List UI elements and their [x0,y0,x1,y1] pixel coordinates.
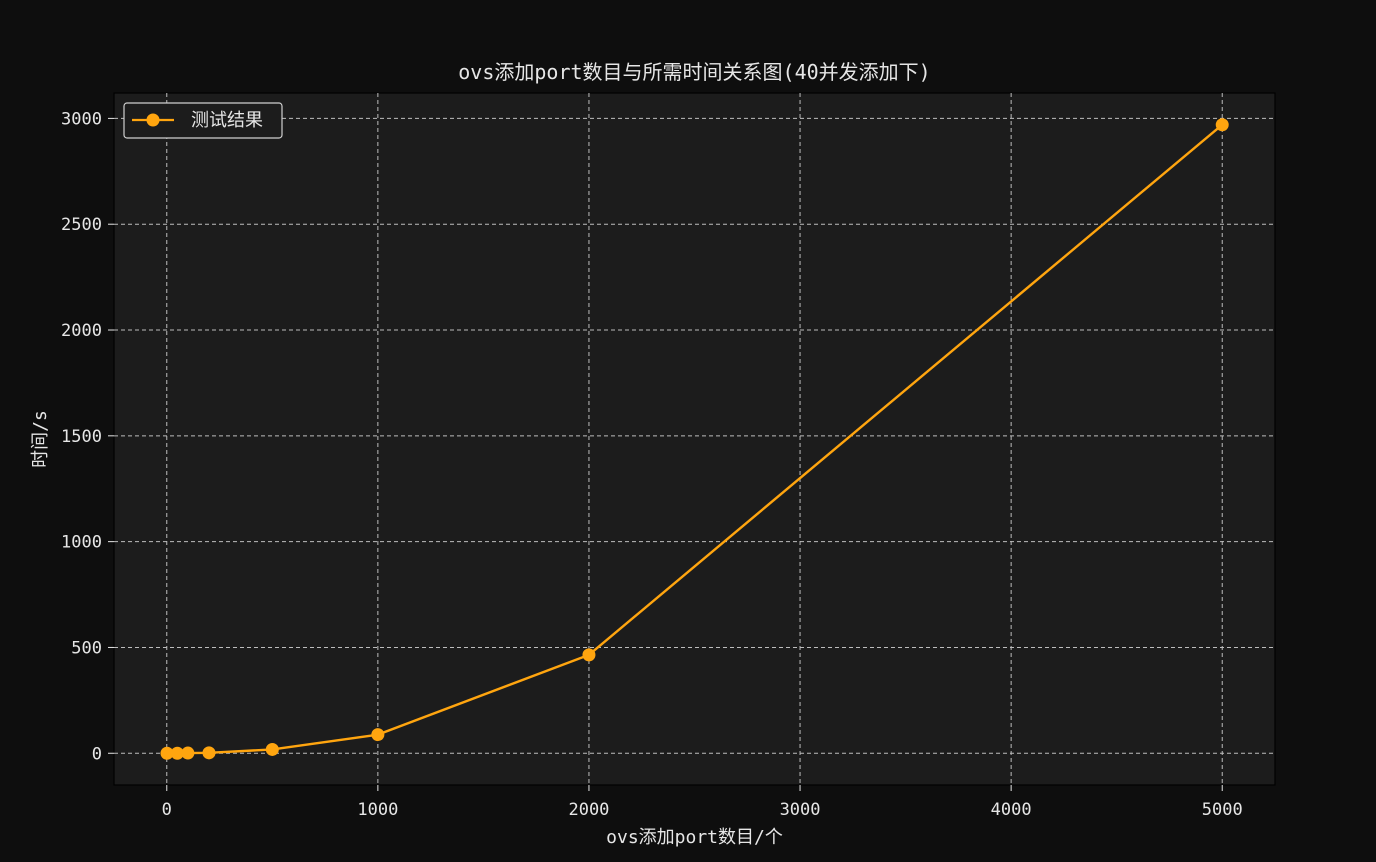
y-tick-label: 3000 [61,109,102,129]
data-point [265,742,279,756]
plot-area [113,92,1276,786]
y-tick-label: 1000 [61,533,102,553]
x-tick-label: 1000 [357,800,398,820]
x-tick-label: 3000 [780,800,821,820]
legend-marker [146,113,160,127]
x-tick-label: 2000 [568,800,609,820]
data-point [202,746,216,760]
y-tick-label: 2500 [61,215,102,235]
y-tick-label: 500 [71,638,102,658]
legend-label: 测试结果 [191,110,263,131]
grid-lines [114,93,1275,785]
y-tick-label: 0 [92,744,102,764]
y-axis-label: 时间/s [30,410,51,468]
x-axis-ticks: 0 1000 2000 3000 4000 5000 [162,785,1243,820]
data-point [160,746,174,760]
x-axis-label: ovs添加port数目/个 [606,827,783,848]
y-tick-label: 1500 [61,427,102,447]
legend: 测试结果 [123,102,283,139]
data-point [170,746,184,760]
y-axis-ticks: 0 500 1000 1500 2000 2500 3000 [61,109,114,764]
x-tick-label: 0 [162,800,172,820]
y-tick-label: 2000 [61,321,102,341]
x-tick-label: 5000 [1202,800,1243,820]
chart-title: ovs添加port数目与所需时间关系图(40并发添加下) [458,60,930,84]
legend-box [123,102,283,139]
data-point [582,648,596,662]
x-tick-label: 4000 [991,800,1032,820]
data-point [181,746,195,760]
series-layer [160,118,1229,760]
data-point [1215,118,1229,132]
data-point [371,728,385,742]
